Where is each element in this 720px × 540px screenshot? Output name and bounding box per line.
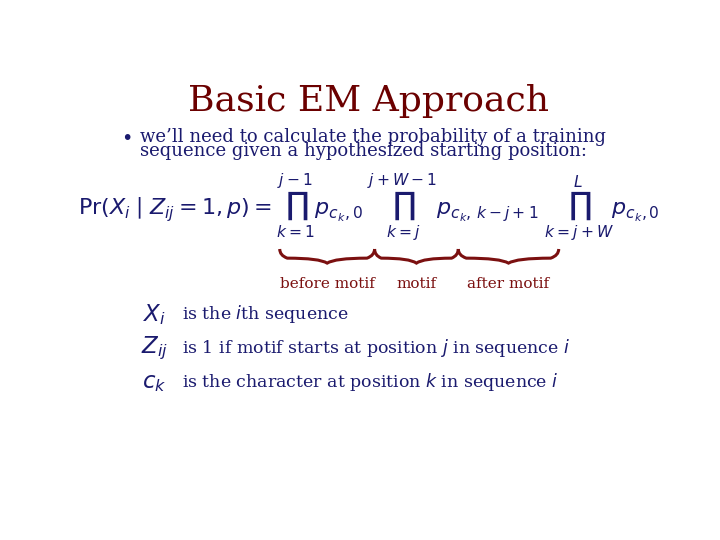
- Text: •: •: [121, 129, 132, 149]
- Text: $X_i$: $X_i$: [143, 302, 166, 327]
- Text: is the character at position $k$ in sequence $i$: is the character at position $k$ in sequ…: [182, 372, 559, 394]
- Text: Basic EM Approach: Basic EM Approach: [189, 84, 549, 118]
- Text: after motif: after motif: [467, 277, 549, 291]
- Text: $c_k$: $c_k$: [142, 371, 166, 394]
- Text: sequence given a hypothesized starting position:: sequence given a hypothesized starting p…: [140, 141, 588, 160]
- Text: is the $i$th sequence: is the $i$th sequence: [182, 303, 348, 325]
- Text: motif: motif: [397, 277, 436, 291]
- Text: $Z_{ij}$: $Z_{ij}$: [140, 335, 168, 362]
- Text: $\mathrm{Pr}(X_i \mid Z_{ij} = 1, p) = \prod_{k=1}^{j-1} p_{c_k,0}\;\prod_{k=j}^: $\mathrm{Pr}(X_i \mid Z_{ij} = 1, p) = \…: [78, 172, 660, 245]
- Text: before motif: before motif: [279, 277, 374, 291]
- Text: is 1 if motif starts at position $j$ in sequence $i$: is 1 if motif starts at position $j$ in …: [182, 338, 570, 360]
- Text: we’ll need to calculate the probability of a training: we’ll need to calculate the probability …: [140, 128, 606, 146]
